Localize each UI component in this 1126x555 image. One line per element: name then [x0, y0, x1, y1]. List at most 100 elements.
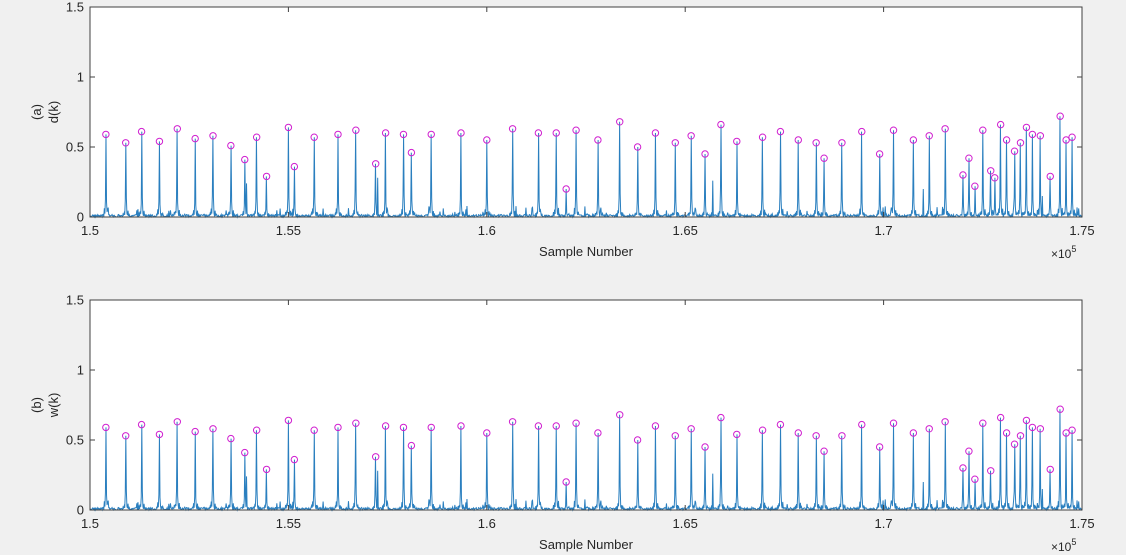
peak-marker	[381, 422, 390, 430]
peak-marker	[552, 129, 560, 137]
peak-marker	[372, 160, 380, 168]
x-axis-exponent-base: ×10	[1051, 247, 1072, 261]
x-tick-label: 1.7	[875, 516, 893, 531]
peak-marker	[987, 467, 995, 475]
axes-a-ticks: 1.5 1.55 1.6 1.65 1.7 1.75 0 0.5 1 1.5	[66, 0, 1095, 238]
peak-marker	[1016, 139, 1025, 147]
x-axis-exponent: ×105	[1051, 537, 1076, 554]
peak-marker	[534, 129, 543, 137]
peak-marker	[122, 432, 130, 440]
peak-marker	[427, 423, 435, 432]
peak-marker	[1002, 429, 1011, 437]
peak-marker	[889, 126, 898, 134]
x-tick-label: 1.6	[478, 516, 496, 531]
peak-marker	[838, 139, 846, 147]
x-axis-exponent-base: ×10	[1051, 540, 1072, 554]
peak-marker	[227, 141, 235, 150]
signal-line	[89, 116, 1083, 219]
peak-marker	[310, 133, 318, 141]
peak-marker	[687, 425, 695, 433]
peak-marker	[1046, 172, 1054, 181]
peak-marker	[996, 413, 1005, 422]
y-tick-label: 0	[77, 210, 84, 225]
peak-marker	[508, 418, 517, 426]
peak-marker	[534, 422, 543, 430]
peak-marker	[971, 182, 979, 190]
x-tick-label: 1.75	[1069, 223, 1094, 238]
peak-marker	[1062, 136, 1070, 144]
peak-marker	[252, 426, 261, 434]
peak-marker	[987, 167, 995, 175]
axes-a-signal-layer	[89, 116, 1083, 219]
peak-marker	[965, 154, 973, 162]
peak-marker	[996, 120, 1005, 129]
peak-marker	[155, 137, 164, 146]
axes-b-marker-layer	[102, 405, 1076, 486]
peak-marker	[173, 125, 182, 133]
peak-marker	[717, 120, 725, 129]
peak-marker	[925, 425, 933, 433]
axes-a-marker-layer	[102, 112, 1076, 193]
peak-marker	[701, 443, 709, 451]
peak-marker	[191, 427, 199, 436]
peak-marker	[252, 133, 261, 141]
peak-marker	[925, 132, 933, 140]
peak-marker	[137, 420, 146, 429]
peak-marker	[616, 411, 624, 419]
axes-b-background	[90, 300, 1082, 510]
peak-marker	[979, 419, 987, 427]
y-tick-label: 1	[77, 363, 84, 378]
peak-marker	[875, 150, 884, 158]
peak-marker	[633, 436, 642, 444]
peak-marker	[508, 125, 517, 133]
panel-label: (a)	[29, 104, 44, 120]
peak-marker	[334, 423, 342, 432]
peak-marker	[1010, 147, 1019, 155]
peak-marker	[352, 126, 360, 134]
x-tick-label: 1.65	[673, 516, 698, 531]
y-axis-label: w(k)	[46, 393, 61, 419]
peak-marker	[651, 129, 660, 137]
y-tick-label: 0.5	[66, 140, 84, 155]
peak-marker	[372, 453, 380, 461]
peak-marker	[427, 130, 435, 139]
peak-marker	[562, 185, 570, 193]
peak-marker	[241, 155, 249, 164]
y-tick-label: 1	[77, 70, 84, 85]
peak-marker	[284, 416, 293, 425]
peak-marker	[334, 130, 342, 139]
x-tick-label: 1.5	[81, 516, 99, 531]
peak-marker	[381, 129, 390, 137]
peak-marker	[1046, 465, 1054, 474]
peak-marker	[483, 136, 491, 144]
peak-marker	[965, 447, 973, 455]
peak-marker	[820, 447, 828, 455]
peak-marker	[262, 465, 271, 474]
peak-marker	[687, 132, 695, 140]
axes-b-box	[89, 299, 1083, 511]
peak-marker	[820, 154, 828, 162]
x-tick-label: 1.55	[276, 516, 301, 531]
peak-marker	[1010, 440, 1019, 448]
peak-marker	[959, 171, 967, 179]
peak-marker	[290, 455, 299, 464]
panel-b: 1.5 1.55 1.6 1.65 1.7 1.75 0 0.5 1 1.5 (b) w(k) S…	[29, 293, 1095, 555]
peak-marker	[1022, 416, 1031, 425]
peak-marker	[262, 172, 271, 181]
peak-marker	[1068, 426, 1076, 434]
peak-marker	[671, 432, 679, 440]
peak-marker	[858, 420, 866, 429]
peak-marker	[284, 123, 293, 132]
panel-a: 1.5 1.55 1.6 1.65 1.7 1.75 0 0.5 1 1.5 (a) d(k) S…	[29, 0, 1095, 261]
peak-marker	[776, 420, 785, 429]
x-axis-label: Sample Number	[539, 537, 634, 552]
peak-marker	[594, 136, 602, 144]
peak-marker	[812, 139, 820, 147]
peak-marker	[102, 130, 110, 139]
peak-marker	[651, 422, 660, 430]
peak-marker	[594, 429, 602, 437]
peak-marker	[290, 162, 299, 171]
peak-marker	[776, 127, 785, 136]
peak-marker	[407, 148, 416, 157]
peak-marker	[1062, 429, 1070, 437]
